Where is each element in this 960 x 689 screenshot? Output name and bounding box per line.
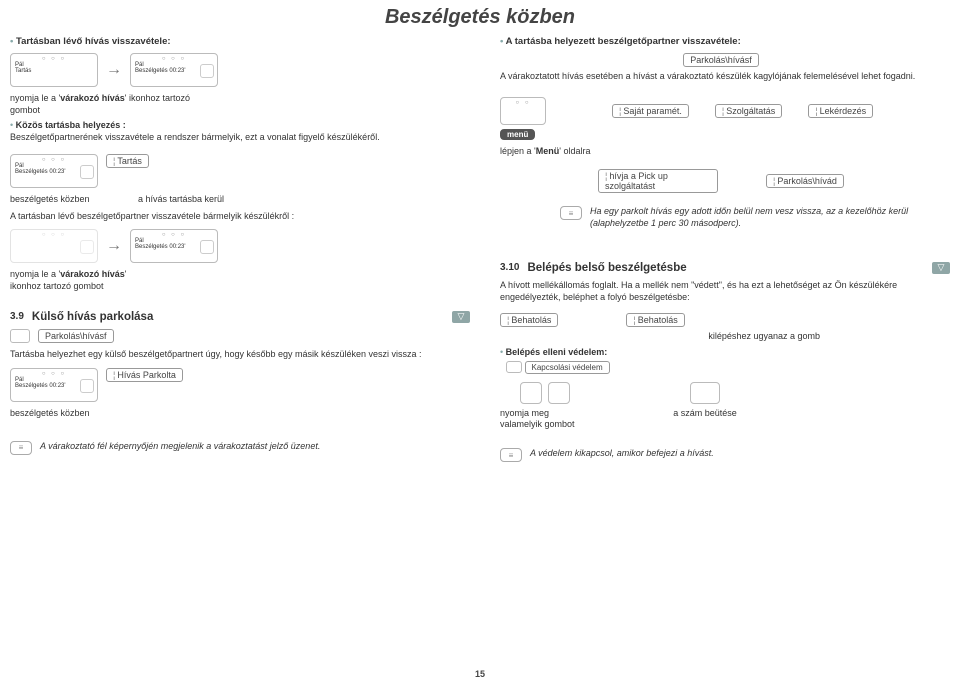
row-mid-labels: beszélgetés közben a hívás tartásba kerü… [10,194,470,206]
nyomja: nyomja meg valamelyik gombot [500,408,590,431]
tag-lekerd[interactable]: ¦Lekérdezés [808,104,873,118]
row-phones-2: ○ ○ ○ Pál Beszélgetés 00:23' ¦Tartás [10,154,470,188]
keypad-icon[interactable] [520,382,542,404]
note3: ≡ A védelem kikapcsol, amikor befejezi a… [500,445,950,465]
left-s1-title: • Tartásban lévő hívás visszavétele: [10,36,470,47]
phonebox-1b: ○ ○ ○ Pál Beszélgetés 00:23' [130,53,218,87]
tag-kapcs[interactable]: Kapcsolási védelem [525,361,610,374]
phonebox-3a: ○ ○ ○ [10,229,98,263]
menu-pill[interactable]: menü [500,129,535,140]
mid3: A tartásban lévő beszélgetőpartner vissz… [10,211,470,223]
note-icon: ≡ [10,441,32,455]
numpad-icon[interactable] [690,382,720,404]
sec310-num: 3.10 [500,262,519,273]
tag-row-behat: ¦Behatolás ¦Behatolás [500,313,950,327]
small-icon [506,361,522,373]
mid1: beszélgetés közben [10,194,130,206]
tag-sajat[interactable]: ¦Saját paramét. [612,104,689,118]
kilepes: kilépéshez ugyanaz a gomb [500,331,820,343]
tag-hivjapickup[interactable]: ¦hívja a Pick up szolgáltatást [598,169,718,193]
row-phones-4: ○ ○ ○ Pál Beszélgetés 00:23' ¦Hívás Park… [10,368,470,402]
sec39-row1: Parkolás\hívásf [10,329,470,343]
keypad-icon[interactable] [548,382,570,404]
note-icon: ≡ [500,448,522,462]
section-arrow-icon: ▽ [932,262,950,274]
phonebox-1a: ○ ○ ○ Pál Tartás [10,53,98,87]
tag-row-top: ○ ○ ¦Saját paramét. ¦Szolgáltatás ¦Lekér… [500,97,950,125]
phonebox-3b: ○ ○ ○ Pál Beszélgetés 00:23' [130,229,218,263]
tag-parkhiv1[interactable]: Parkolás\hívásf [38,329,114,343]
tag-tartas[interactable]: ¦Tartás [106,154,149,168]
belepes-bold: • Belépés elleni védelem: [500,347,950,359]
right-s1-title: • A tartásba helyezett beszélgetőpartner… [500,36,950,47]
sec310-line: A hívott mellékállomás foglalt. Ha a mel… [500,280,950,303]
sec310-head: 3.10 Belépés belső beszélgetésbe ▽ [500,262,950,274]
sec310-name: Belépés belső beszélgetésbe [527,262,686,274]
small-icon [10,329,30,343]
row-phones-1: ○ ○ ○ Pál Tartás → ○ ○ ○ Pál Beszélgetés… [10,53,470,87]
note-icon: ≡ [560,206,582,220]
mid2: a hívás tartásba kerül [138,194,278,206]
note2: ≡ Ha egy parkolt hívás egy adott időn be… [560,203,950,232]
row-keypad: nyomja meg valamelyik gombot a szám beüt… [500,382,950,431]
menu-row: menü [500,129,950,140]
tag-parkhiv2[interactable]: Parkolás\hívásf [683,53,759,67]
left-after1-p2: Beszélgetőpartnerének visszavétele a ren… [10,132,470,144]
right-column: • A tartásba helyezett beszélgetőpartner… [500,36,950,465]
phonebox-2: ○ ○ ○ Pál Beszélgetés 00:23' [10,154,98,188]
page-title: Beszélgetés közben [0,0,960,29]
left-after3: nyomja le a 'várakozó hívás' ikonhoz tar… [10,269,150,292]
tag-hivpark[interactable]: ¦Hívás Parkolta [106,368,183,382]
tag-parkhivad[interactable]: ¦Parkolás\hívád [766,174,844,188]
phonebox-4: ○ ○ ○ Pál Beszélgetés 00:23' [10,368,98,402]
tag-behat2[interactable]: ¦Behatolás [626,313,684,327]
tag-szolg[interactable]: ¦Szolgáltatás [715,104,782,118]
sec39-line: Tartásba helyezhet egy külső beszélgetőp… [10,349,470,361]
left-after1-bold: • Közös tartásba helyezés : [10,120,470,132]
note1: ≡ A várakoztató fél képernyőjén megjelen… [10,438,470,458]
row-phones-3: ○ ○ ○ → ○ ○ ○ Pál Beszélgetés 00:23' [10,229,470,263]
phonebox-small: ○ ○ [500,97,546,125]
page-number: 15 [0,669,960,679]
sec39-head: 3.9 Külső hívás parkolása ▽ [10,311,470,323]
arrow-icon: → [106,61,122,79]
menu-text: lépjen a 'Menü' oldalra [500,146,600,158]
arrow-icon: → [106,237,122,255]
sec39-num: 3.9 [10,311,24,322]
left-column: • Tartásban lévő hívás visszavétele: ○ ○… [10,36,470,458]
section-arrow-icon: ▽ [452,311,470,323]
right-s1-line: A várakoztatott hívás esetében a hívást … [500,71,950,83]
szam: a szám beütése [673,408,737,420]
tag-behat1[interactable]: ¦Behatolás [500,313,558,327]
tag-row-mid: ¦hívja a Pick up szolgáltatást ¦Parkolás… [500,169,950,193]
bel-kozben: beszélgetés közben [10,408,470,420]
left-after1: nyomja le a 'várakozó hívás' ikonhoz tar… [10,93,210,116]
sec39-name: Külső hívás parkolása [32,311,153,323]
